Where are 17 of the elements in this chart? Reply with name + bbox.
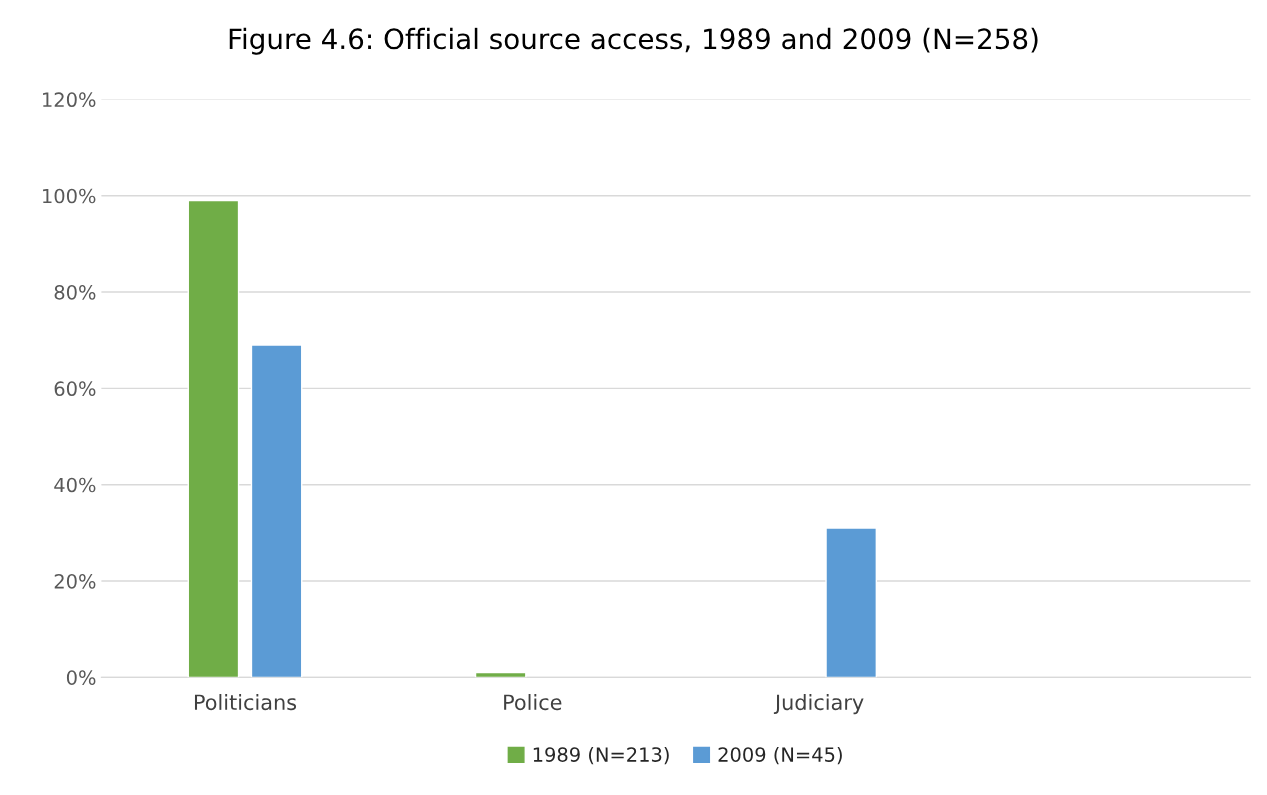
y-tick-label: 120%: [43, 92, 96, 108]
x-tick-label: Police: [504, 694, 562, 711]
bar: [250, 344, 303, 678]
x-tick-label: Judiciary: [773, 694, 864, 715]
y-tick-label: 20%: [54, 573, 96, 589]
legend-label: 1989 (N=213): [533, 746, 669, 765]
y-tick-label: 80%: [54, 284, 96, 300]
legend-label: 2009 (N=45): [718, 746, 842, 765]
bar: [825, 527, 878, 678]
chart-title: Figure 4.6: Official source access, 1989 and 2009 (N=258): [229, 27, 1038, 55]
y-tick-label: 40%: [54, 477, 96, 493]
y-tick-label: 100%: [43, 188, 96, 204]
y-tick-label: 0%: [66, 670, 96, 685]
bar: [187, 199, 240, 678]
bar: [474, 671, 527, 678]
x-tick-label: Politicians: [194, 694, 297, 711]
y-tick-label: 60%: [54, 381, 96, 397]
